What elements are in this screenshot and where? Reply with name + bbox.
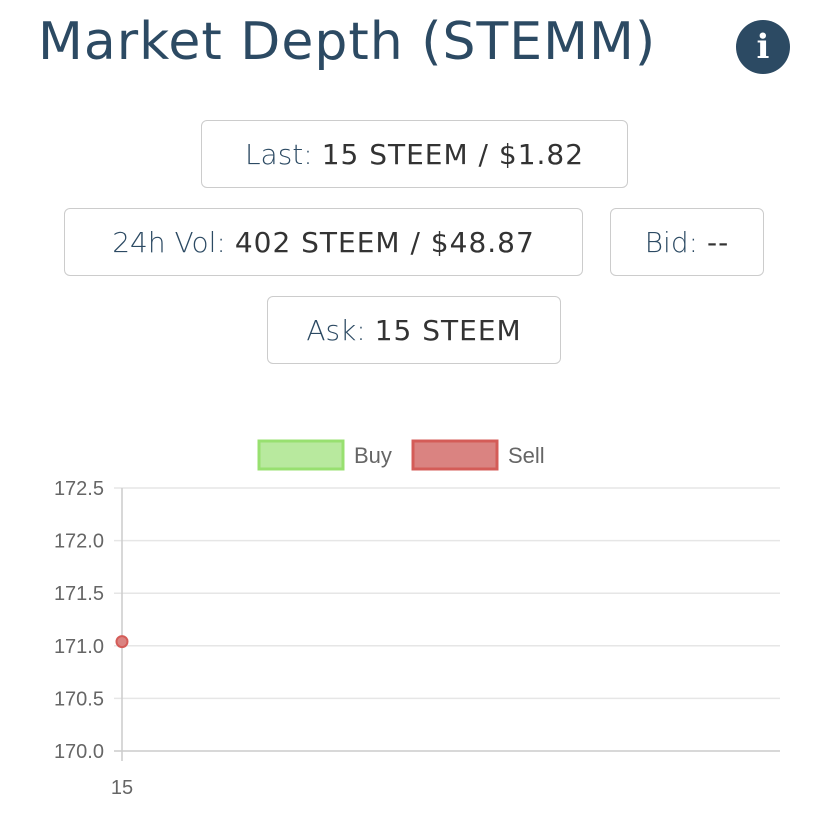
y-tick-label: 171.0 — [54, 636, 104, 658]
page-title: Market Depth (STEMM) — [38, 12, 657, 72]
legend-label-sell: Sell — [508, 443, 545, 468]
bid-label: Bid: — [644, 225, 699, 259]
legend-swatch-buy — [257, 439, 345, 471]
y-tick-label: 170.0 — [54, 741, 104, 763]
x-tick-label: 15 — [111, 777, 133, 799]
y-tick-label: 172.0 — [54, 531, 104, 553]
last-price-box: Last: 15 STEEM / $1.82 — [201, 120, 628, 188]
volume-box: 24h Vol: 402 STEEM / $48.87 — [64, 208, 583, 276]
bid-box: Bid: -- — [610, 208, 764, 276]
volume-value: 402 STEEM / $48.87 — [234, 225, 535, 259]
ask-box: Ask: 15 STEEM — [267, 296, 561, 364]
last-value: 15 STEEM / $1.82 — [321, 137, 585, 171]
ask-label: Ask: — [306, 313, 366, 347]
info-icon[interactable]: i — [736, 20, 790, 74]
y-tick-label: 171.5 — [54, 583, 104, 605]
legend-label-buy: Buy — [354, 443, 392, 468]
data-point-sell — [115, 635, 129, 649]
last-label: Last: — [244, 137, 313, 171]
y-tick-label: 172.5 — [54, 478, 104, 500]
bid-value: -- — [707, 225, 730, 259]
y-tick-label: 170.5 — [54, 688, 104, 710]
legend-swatch-sell — [411, 439, 499, 471]
ask-value: 15 STEEM — [374, 313, 522, 347]
volume-label: 24h Vol: — [112, 225, 226, 259]
